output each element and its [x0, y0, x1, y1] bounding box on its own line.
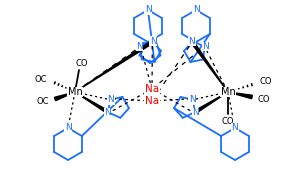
Text: Mn: Mn: [221, 87, 235, 97]
Text: CO: CO: [76, 59, 88, 67]
Text: N: N: [193, 5, 199, 15]
Polygon shape: [75, 40, 154, 92]
Polygon shape: [55, 92, 75, 101]
Text: Na: Na: [145, 96, 159, 106]
Polygon shape: [228, 92, 252, 99]
Text: Mn: Mn: [68, 87, 82, 97]
Polygon shape: [75, 92, 109, 114]
Text: N: N: [145, 5, 152, 15]
Text: N: N: [65, 123, 72, 132]
Text: Na: Na: [145, 84, 159, 94]
Polygon shape: [191, 40, 228, 92]
Text: N: N: [104, 108, 111, 117]
Text: N: N: [150, 37, 157, 46]
Text: OC: OC: [35, 74, 47, 84]
Text: N: N: [202, 42, 209, 51]
Text: N: N: [136, 42, 143, 51]
Text: CO: CO: [260, 77, 272, 85]
Text: Mn: Mn: [68, 87, 82, 97]
Text: CO: CO: [258, 95, 270, 105]
Text: N: N: [192, 108, 199, 117]
Text: OC: OC: [37, 98, 49, 106]
Polygon shape: [194, 92, 228, 114]
Text: N: N: [231, 123, 238, 132]
Text: N: N: [189, 95, 195, 104]
Text: CO: CO: [222, 118, 234, 126]
Text: Na: Na: [145, 96, 159, 106]
Text: Mn: Mn: [221, 87, 235, 97]
Text: N: N: [108, 95, 114, 104]
Text: Na: Na: [145, 84, 159, 94]
Text: N: N: [188, 37, 195, 46]
